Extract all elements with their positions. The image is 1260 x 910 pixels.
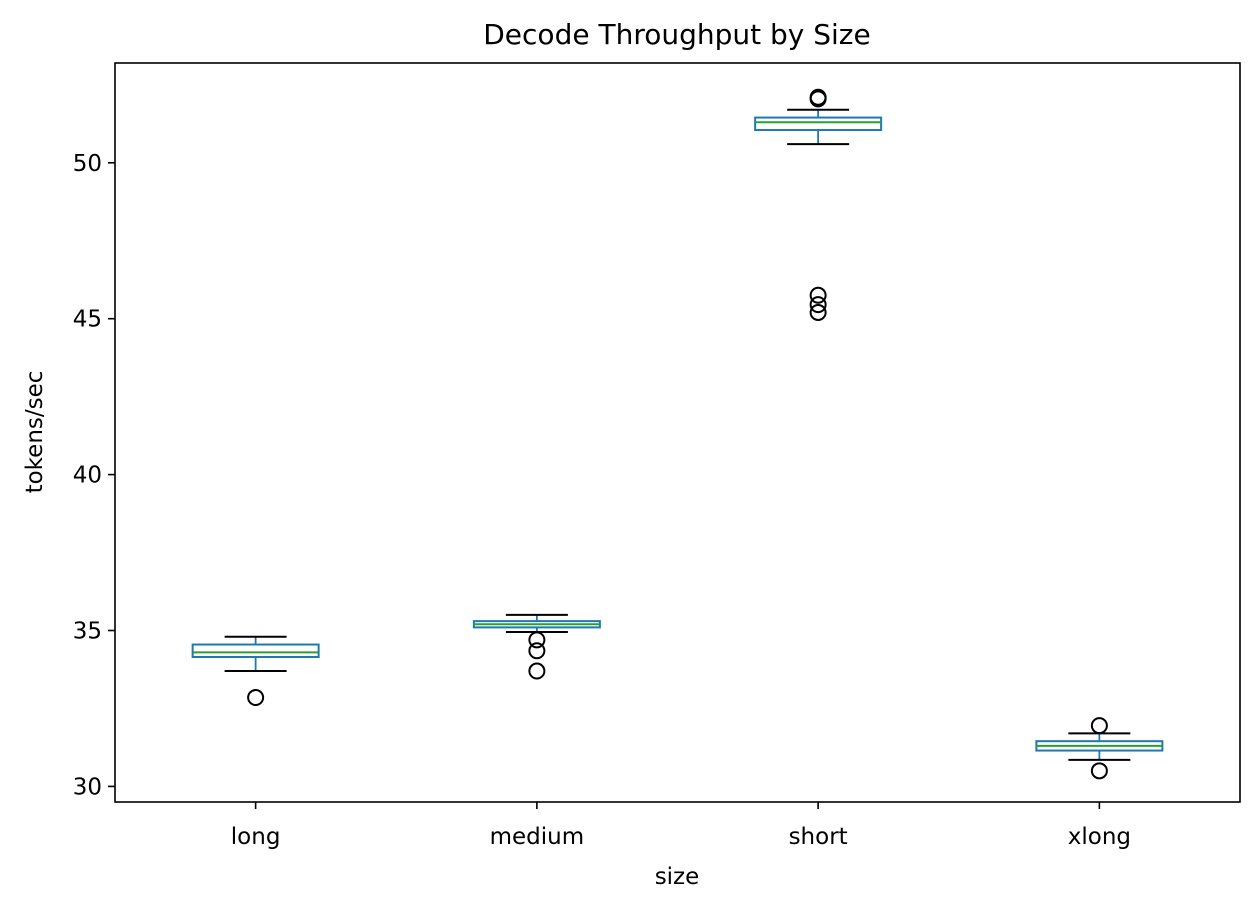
y-tick-label: 35 [73,619,102,645]
chart-title: Decode Throughput by Size [483,18,870,51]
plot-area [114,62,1241,803]
outlier-point [809,296,827,314]
y-tick-label: 40 [73,463,102,489]
box-xlong [1035,717,1164,780]
iqr-box [754,116,883,132]
box-long [191,635,320,707]
outlier-point [528,631,546,649]
x-tick-label: medium [490,824,585,850]
y-axis: 30 35 40 45 50 [73,151,115,800]
box-medium [472,613,601,680]
x-tick-label: short [789,824,848,850]
outlier-point [809,303,827,321]
outlier-point [528,642,546,660]
outlier-point [809,286,827,304]
iqr-box [191,643,320,659]
outlier-point [1090,717,1108,735]
x-axis: long medium short xlong [231,802,1131,850]
box-short [754,88,883,321]
x-tick-label: long [231,824,281,850]
outlier-point [809,88,827,106]
y-axis-label: tokens/sec [22,371,48,494]
x-tick-label: xlong [1068,824,1131,850]
y-tick-label: 30 [73,774,102,800]
outlier-point [247,689,265,707]
y-tick-label: 50 [73,151,102,177]
x-axis-label: size [655,864,700,890]
outlier-point [1090,762,1108,780]
outlier-point [528,662,546,680]
box-plots [191,88,1164,780]
y-tick-label: 45 [73,307,102,333]
